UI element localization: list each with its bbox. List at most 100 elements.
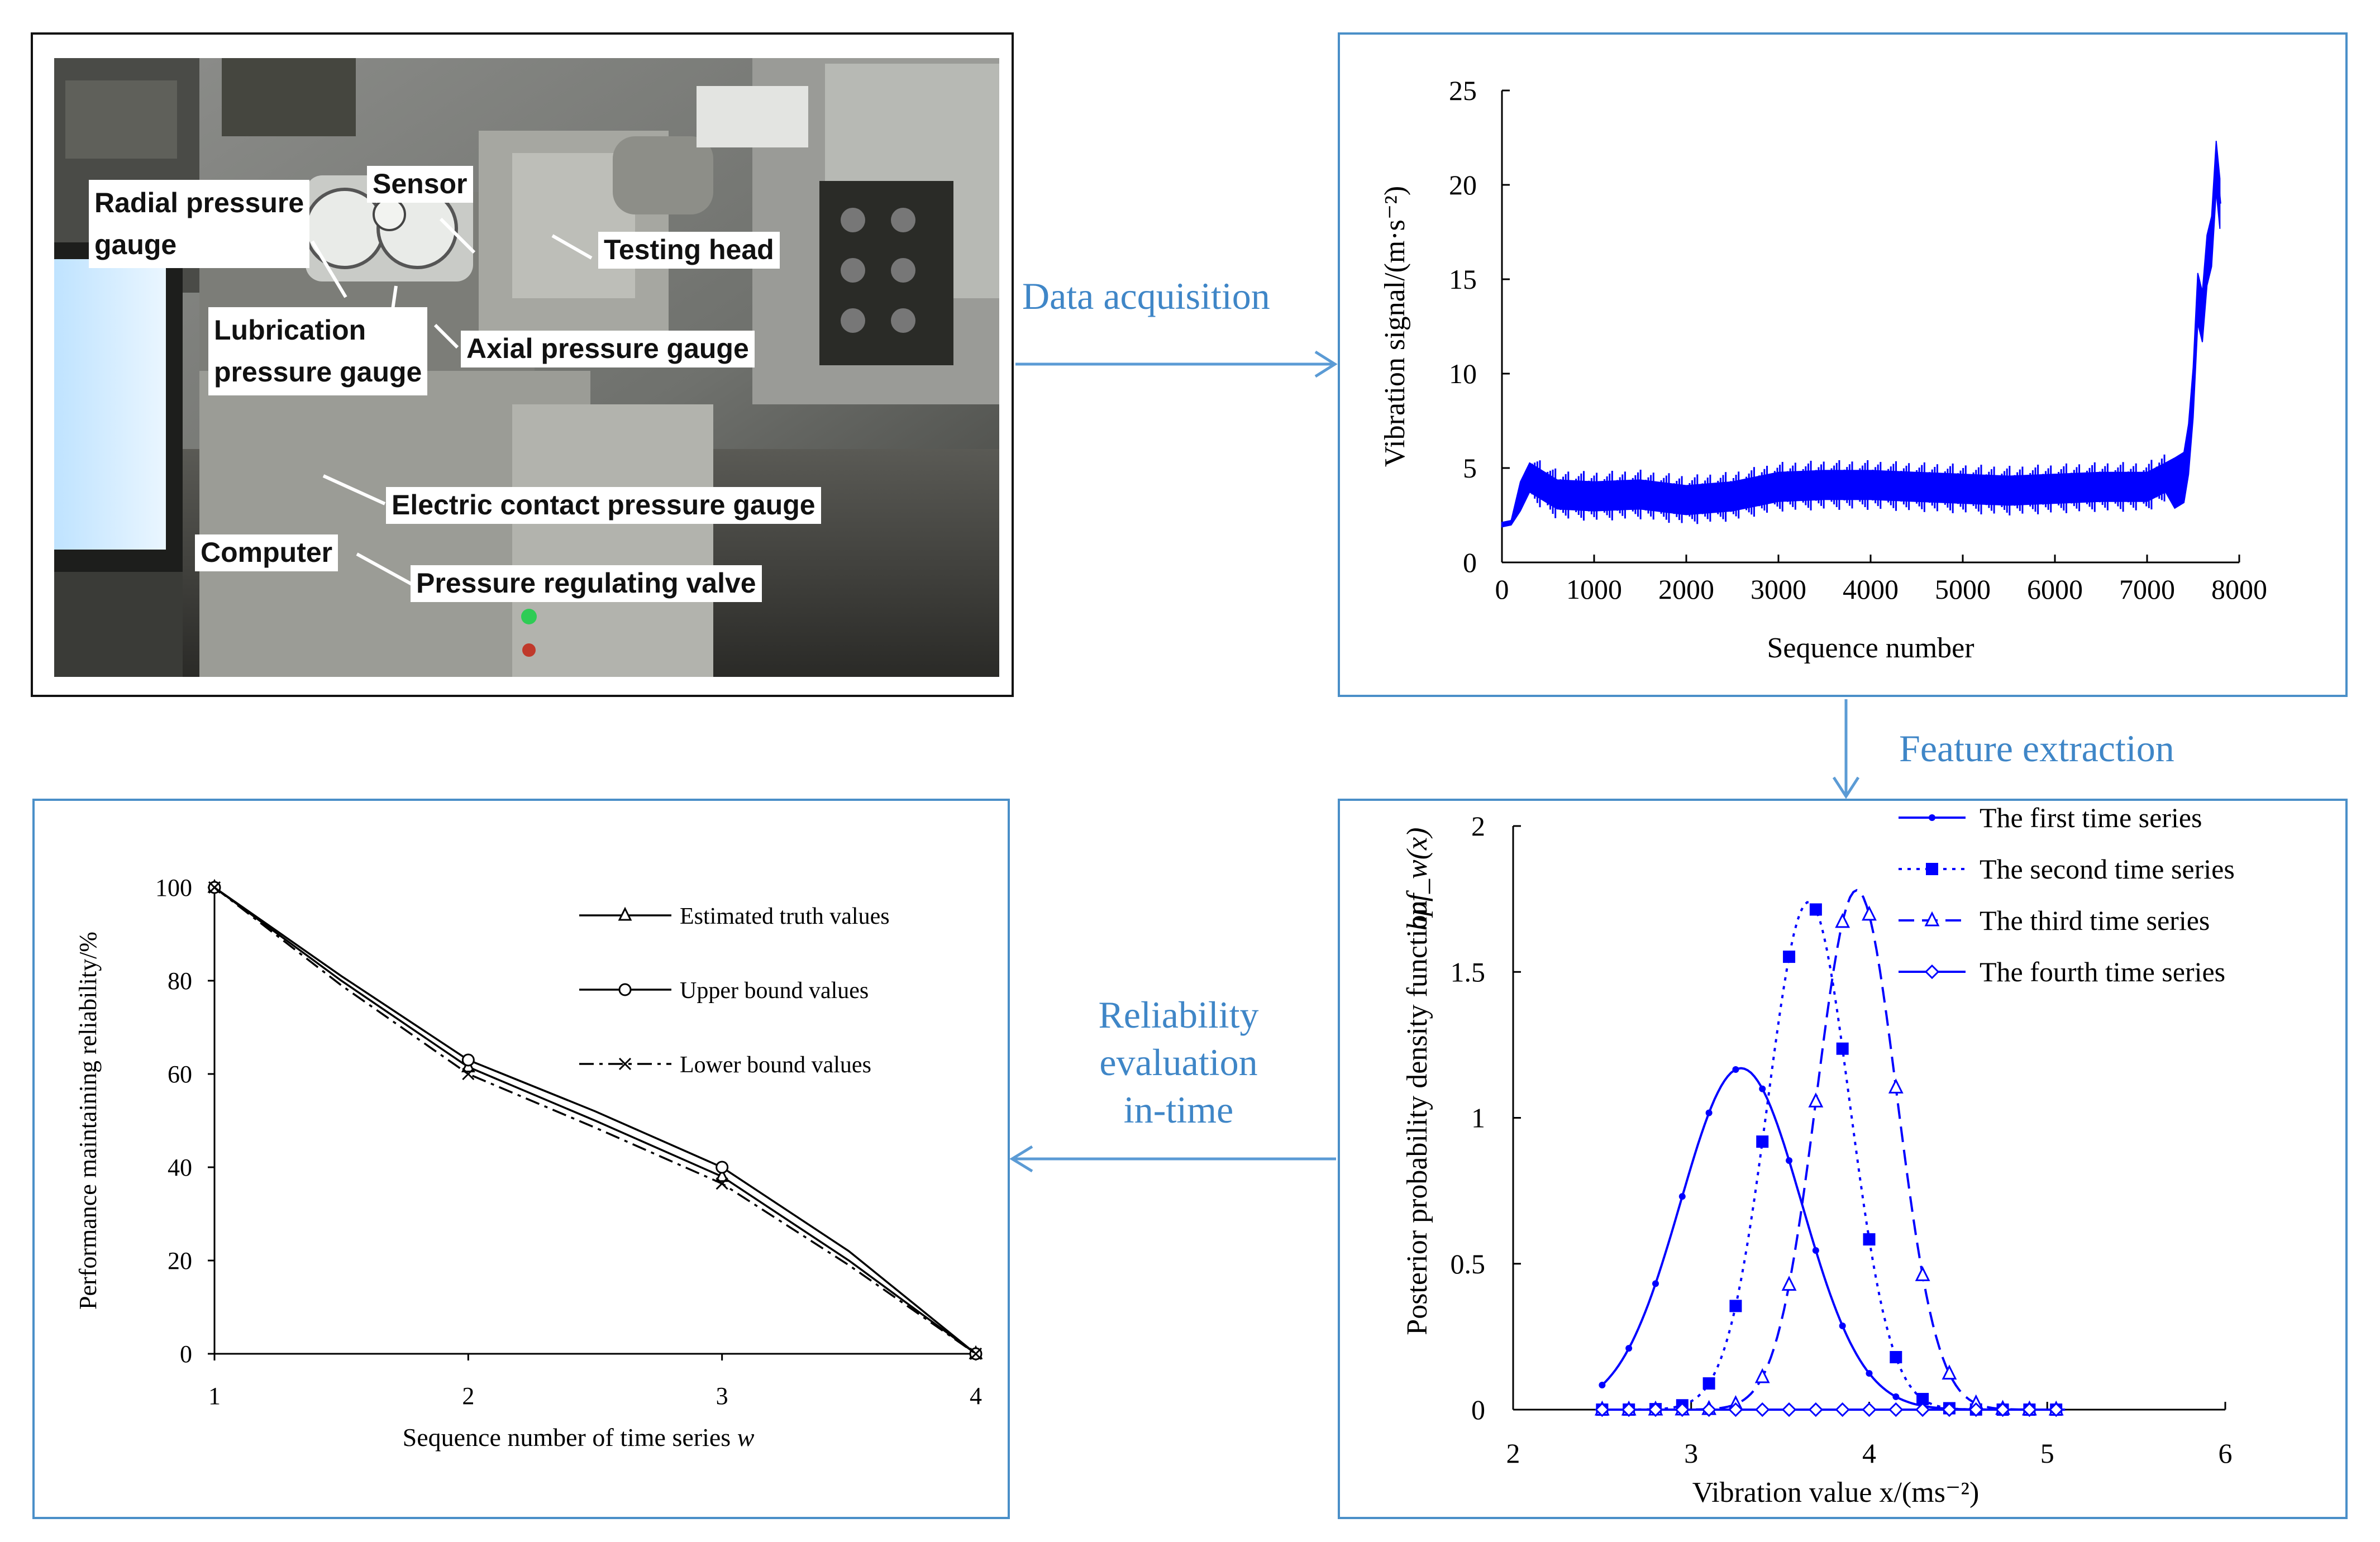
reliability-series-marker-2 [716, 1161, 729, 1174]
reliability-series-marker-3 [208, 881, 221, 894]
flow-label-reliability-line2: evaluation [1099, 1041, 1258, 1083]
pdf-series-marker-2 [1809, 903, 1822, 916]
y-tick-label: 80 [168, 967, 192, 995]
legend-label-2: Upper bound values [680, 978, 869, 1004]
pdf-series-marker-1 [1625, 1345, 1633, 1352]
legend-label-1: Estimated truth values [680, 904, 890, 929]
pdf-series-marker-1 [1786, 1157, 1793, 1164]
pdf-series-marker-4 [1648, 1402, 1663, 1417]
pdf-series-marker-4 [1701, 1402, 1716, 1417]
pdf-series-marker-3 [1888, 1078, 1904, 1094]
x-axis-title: Vibration value x/(ms⁻²) [1692, 1477, 1980, 1508]
vibration-signal-chart: 0 1000 2000 3000 4000 5000 6000 7000 8000 0 5 10 15 2… [1379, 75, 2267, 664]
pdf-series-marker-4 [1755, 1402, 1770, 1417]
y-tick-label: 15 [1449, 264, 1477, 295]
y-tick-label: 10 [1449, 358, 1477, 389]
pdf-series-marker-4 [1808, 1402, 1823, 1417]
x-tick-label: 5000 [1935, 574, 1991, 605]
pdf-series-marker-2 [1729, 1300, 1742, 1312]
pdf-series-marker-3 [1781, 1276, 1797, 1291]
y-tick-label: 60 [168, 1061, 192, 1088]
pdf-series-marker-3 [1835, 913, 1850, 928]
pdf-series-marker-4 [1781, 1402, 1797, 1417]
pdf-series-marker-3 [1754, 1368, 1770, 1383]
x-tick-label: 7000 [2119, 574, 2175, 605]
pdf-series-marker-4 [1728, 1402, 1743, 1417]
legend-marker-3 [618, 1057, 632, 1071]
legend-marker-1 [618, 906, 632, 921]
label-axial-pressure-gauge: Axial pressure gauge [461, 331, 755, 367]
y-tick-label: 25 [1449, 75, 1477, 106]
x-tick-label: 5 [2040, 1438, 2054, 1469]
x-tick-label: 4 [1862, 1438, 1876, 1469]
pdf-series-marker-4 [1968, 1402, 1983, 1417]
legend-marker-2 [1926, 863, 1938, 875]
legend-marker-2 [618, 983, 632, 996]
x-tick-label: 3 [1684, 1438, 1698, 1469]
x-tick-label: 1000 [1566, 574, 1622, 605]
pdf-series-marker-1 [1732, 1066, 1739, 1073]
reliability-series-marker-3 [969, 1347, 982, 1360]
x-tick-label: 1 [208, 1382, 221, 1410]
x-tick-label: 2000 [1658, 574, 1714, 605]
pdf-series-marker-4 [1942, 1402, 1957, 1417]
pdf-series-marker-3 [1915, 1266, 1930, 1281]
pdf-series-marker-2 [1863, 1233, 1876, 1246]
legend-label-3: The third time series [1980, 905, 2210, 936]
arrowhead-feature-extraction [1832, 776, 1860, 799]
legend-marker-3 [1924, 911, 1940, 927]
pdf-series-marker-1 [1759, 1085, 1766, 1092]
pdf-series-marker-1 [1652, 1280, 1659, 1287]
pdf-series-marker-4 [1862, 1402, 1877, 1417]
flow-label-reliability-line1: Reliability [1098, 994, 1259, 1036]
flow-label-reliability: Reliability evaluation in-time [1056, 991, 1301, 1134]
pdf-series-marker-1 [1892, 1393, 1900, 1400]
pdf-series-marker-2 [1836, 1042, 1849, 1055]
pdf-series-marker-2 [1916, 1393, 1929, 1406]
posterior-pdf-panel: 2 3 4 5 6 0 0.5 1 1.5 2 Vibration value x/(ms⁻²) Po… [1338, 799, 2348, 1519]
reliability-series-line-2 [213, 886, 977, 1355]
pdf-series-marker-2 [1890, 1351, 1902, 1364]
flow-label-feature-extraction: Feature extraction [1899, 727, 2174, 770]
posterior-pdf-chart: 2 3 4 5 6 0 0.5 1 1.5 2 Vibration value x/(ms⁻²) Po… [1401, 802, 2235, 1508]
label-computer: Computer [195, 534, 338, 571]
x-tick-label: 6000 [2027, 574, 2083, 605]
y-axis-title-math: hpf_w(x) [1401, 828, 1433, 931]
pdf-series-marker-1 [1866, 1370, 1873, 1377]
pdf-series-marker-3 [1808, 1092, 1824, 1107]
pdf-series-marker-4 [1835, 1402, 1850, 1417]
photo-panel: Radial pressure gauge Sensor Testing hea… [31, 32, 1014, 697]
flow-label-reliability-line3: in-time [1123, 1089, 1234, 1131]
y-tick-label: 1 [1471, 1102, 1485, 1134]
x-tick-label: 6 [2219, 1438, 2233, 1469]
pdf-series-marker-4 [2022, 1402, 2037, 1417]
y-tick-label: 20 [168, 1247, 192, 1274]
reliability-series-marker-1 [715, 1168, 729, 1182]
label-sensor: Sensor [367, 166, 473, 203]
pdf-series-marker-4 [1888, 1402, 1904, 1417]
arrowhead-reliability [1009, 1145, 1033, 1173]
reliability-panel: 1 2 3 4 0 20 40 60 80 100 Sequence number of time … [32, 799, 1010, 1519]
pdf-series-marker-1 [1812, 1247, 1819, 1254]
label-electric-contact-pressure-gauge: Electric contact pressure gauge [386, 487, 821, 524]
y-axis-title: Vibration signal/(m·s⁻²) [1379, 186, 1411, 467]
vibration-signal-panel: 0 1000 2000 3000 4000 5000 6000 7000 8000 0 5 10 15 2… [1338, 32, 2348, 697]
x-tick-label: 2 [1506, 1438, 1520, 1469]
reliability-series-line-1 [213, 886, 977, 1355]
x-axis-title: Sequence number of time series w [403, 1423, 755, 1452]
arrowhead-data-acquisition [1314, 350, 1338, 378]
pdf-series-marker-4 [1915, 1402, 1930, 1417]
x-tick-label: 4 [970, 1382, 982, 1410]
y-tick-label: 100 [155, 874, 192, 901]
y-tick-label: 2 [1471, 810, 1485, 842]
photo-leader-lines [311, 217, 593, 586]
legend-label-1: The first time series [1980, 802, 2202, 833]
pdf-series-marker-1 [1705, 1109, 1713, 1116]
y-tick-label: 0 [180, 1340, 192, 1368]
y-tick-label: 0.5 [1451, 1248, 1486, 1280]
legend-label-2: The second time series [1980, 853, 2235, 885]
x-tick-label: 3 [716, 1382, 728, 1410]
y-tick-label: 0 [1463, 547, 1477, 578]
reliability-series-marker-3 [716, 1177, 728, 1190]
legend-label-3: Lower bound values [680, 1052, 871, 1078]
